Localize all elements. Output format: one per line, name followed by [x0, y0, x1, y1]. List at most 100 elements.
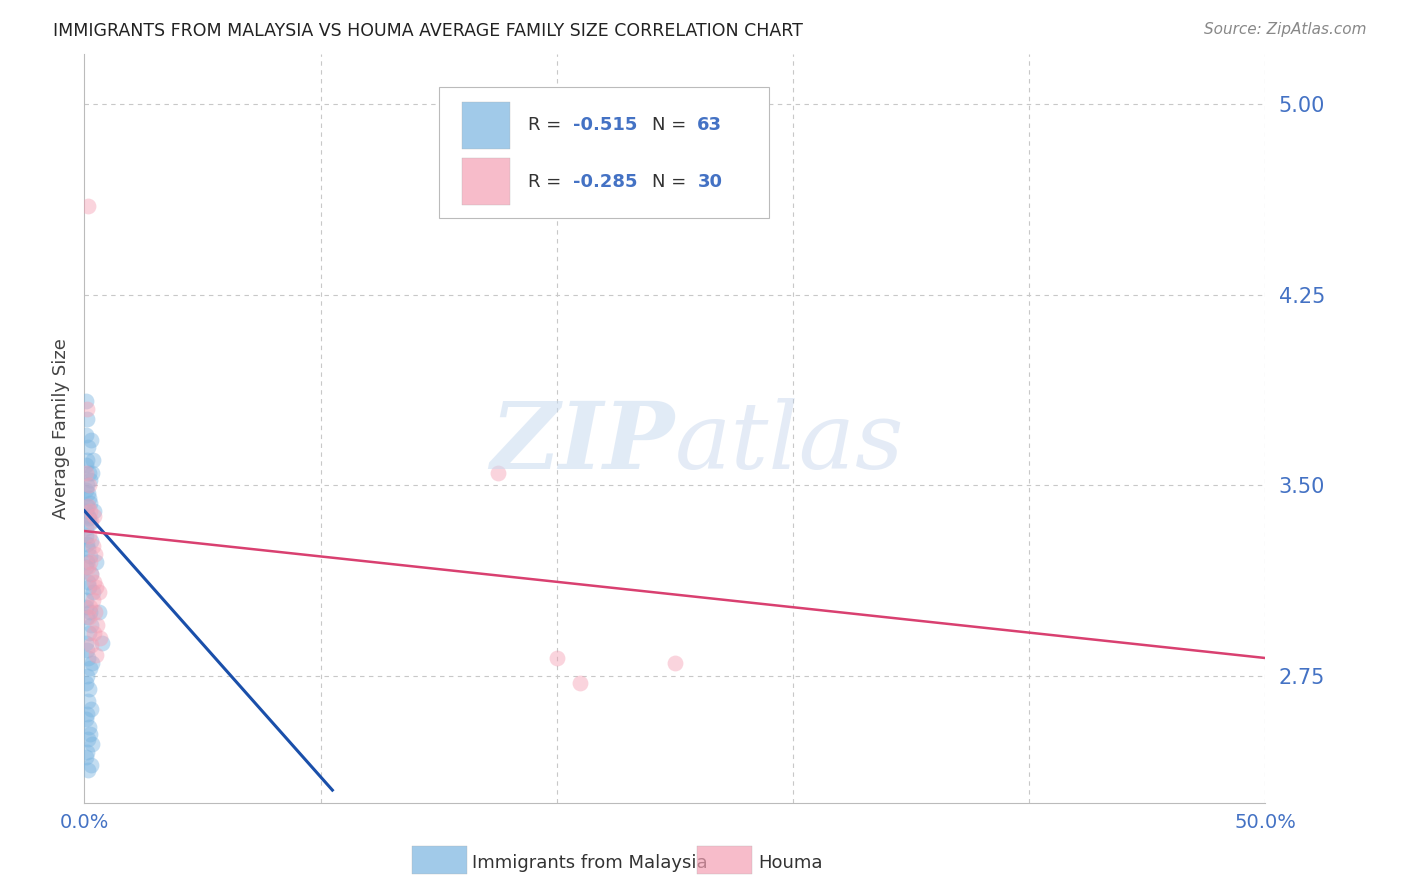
- Point: [75, 483, 97, 498]
- Point: [79, 600, 101, 615]
- Point: [77, 440, 100, 454]
- Point: [84, 554, 107, 568]
- Point: [76, 763, 98, 777]
- Text: ZIP: ZIP: [491, 398, 675, 488]
- Point: [79, 605, 101, 619]
- Point: [75, 712, 97, 726]
- Point: [83, 574, 105, 589]
- Point: [80, 433, 103, 447]
- Point: [80, 567, 103, 582]
- Point: [84, 580, 107, 594]
- Point: [77, 541, 100, 556]
- Point: [75, 466, 97, 480]
- Point: [76, 554, 98, 568]
- Point: [89, 631, 111, 645]
- Point: [77, 732, 100, 747]
- Point: [76, 574, 98, 589]
- Point: [87, 605, 110, 619]
- Point: [77, 529, 100, 543]
- Point: [83, 625, 105, 640]
- Point: [77, 486, 100, 500]
- Point: [82, 738, 104, 752]
- Text: -0.515: -0.515: [574, 117, 638, 135]
- Point: [82, 466, 104, 480]
- Point: [82, 592, 104, 607]
- Point: [91, 636, 114, 650]
- Point: [80, 514, 103, 528]
- Point: [83, 508, 105, 523]
- Point: [79, 496, 101, 510]
- Point: [76, 521, 98, 535]
- FancyBboxPatch shape: [439, 87, 769, 219]
- Point: [82, 656, 104, 670]
- Point: [546, 651, 568, 665]
- Point: [75, 676, 97, 690]
- Point: [76, 745, 98, 759]
- Point: [75, 636, 97, 650]
- Point: [75, 750, 97, 764]
- Point: [76, 478, 98, 492]
- Text: Houma: Houma: [758, 854, 823, 871]
- Point: [82, 585, 104, 599]
- Point: [77, 610, 100, 624]
- Point: [76, 453, 98, 467]
- Point: [79, 504, 101, 518]
- Point: [83, 504, 105, 518]
- Point: [76, 669, 98, 683]
- Point: [77, 511, 100, 525]
- Point: [76, 402, 98, 417]
- Point: [79, 661, 101, 675]
- Text: R =: R =: [529, 117, 568, 135]
- Point: [75, 394, 97, 409]
- Y-axis label: Average Family Size: Average Family Size: [52, 338, 70, 518]
- Text: Source: ZipAtlas.com: Source: ZipAtlas.com: [1204, 22, 1367, 37]
- Text: -0.285: -0.285: [574, 173, 638, 191]
- Point: [76, 537, 98, 551]
- Point: [77, 466, 100, 480]
- Point: [77, 199, 100, 213]
- FancyBboxPatch shape: [463, 103, 509, 149]
- Point: [75, 504, 97, 518]
- Point: [79, 727, 101, 741]
- Point: [76, 610, 98, 624]
- Point: [84, 648, 107, 663]
- Point: [80, 757, 103, 772]
- Point: [77, 499, 100, 513]
- Point: [76, 499, 98, 513]
- FancyBboxPatch shape: [463, 159, 509, 205]
- Point: [84, 605, 107, 619]
- Text: Immigrants from Malaysia: Immigrants from Malaysia: [472, 854, 709, 871]
- Point: [82, 539, 104, 553]
- Point: [77, 720, 100, 734]
- Point: [76, 643, 98, 657]
- Text: atlas: atlas: [675, 398, 904, 488]
- Point: [77, 651, 100, 665]
- Point: [84, 547, 107, 561]
- Point: [77, 491, 100, 505]
- Point: [79, 516, 101, 531]
- Point: [87, 585, 110, 599]
- Point: [75, 559, 97, 574]
- Point: [79, 549, 101, 564]
- Point: [77, 580, 100, 594]
- Point: [75, 600, 97, 615]
- Text: 30: 30: [697, 173, 723, 191]
- Point: [77, 625, 100, 640]
- Point: [664, 656, 686, 670]
- Text: IMMIGRANTS FROM MALAYSIA VS HOUMA AVERAGE FAMILY SIZE CORRELATION CHART: IMMIGRANTS FROM MALAYSIA VS HOUMA AVERAG…: [53, 22, 803, 40]
- Point: [77, 694, 100, 708]
- Point: [76, 412, 98, 426]
- Point: [77, 559, 100, 574]
- Point: [80, 618, 103, 632]
- Point: [86, 618, 108, 632]
- Point: [75, 529, 97, 543]
- Point: [486, 466, 509, 480]
- Text: N =: N =: [652, 117, 692, 135]
- Point: [80, 567, 103, 582]
- Point: [76, 592, 98, 607]
- Point: [76, 706, 98, 721]
- Point: [76, 508, 98, 523]
- Point: [77, 478, 100, 492]
- Text: R =: R =: [529, 173, 568, 191]
- Point: [75, 458, 97, 472]
